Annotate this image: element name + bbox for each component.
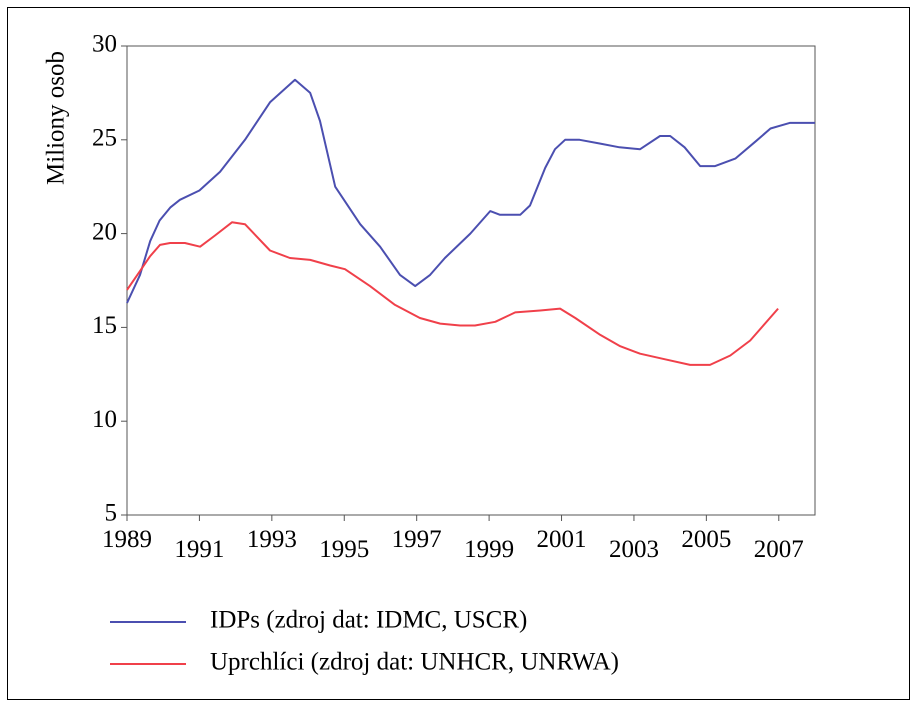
x-tick-label: 1991 bbox=[174, 536, 224, 563]
y-tick-label: 20 bbox=[92, 218, 117, 245]
plot-area bbox=[126, 45, 816, 516]
legend-label: IDPs (zdroj dat: IDMC, USCR) bbox=[210, 607, 527, 634]
y-tick-label: 5 bbox=[105, 500, 118, 527]
y-tick-label: 15 bbox=[92, 312, 117, 339]
x-tick-label: 1999 bbox=[464, 536, 514, 563]
x-tick-label: 2001 bbox=[537, 526, 587, 553]
series-line bbox=[126, 78, 815, 304]
frame bbox=[7, 7, 910, 700]
y-axis-label: Miliony osob bbox=[43, 51, 70, 185]
series-line bbox=[126, 221, 779, 366]
x-tick-label: 1995 bbox=[319, 536, 369, 563]
x-tick-label: 1993 bbox=[247, 526, 297, 553]
legend-label: Uprchlíci (zdroj dat: UNHCR, UNRWA) bbox=[210, 649, 619, 676]
y-tick-label: 30 bbox=[92, 31, 117, 58]
x-tick-label: 2005 bbox=[681, 526, 731, 553]
x-tick-label: 2003 bbox=[609, 536, 659, 563]
y-tick-label: 10 bbox=[92, 406, 117, 433]
x-tick-label: 2007 bbox=[754, 536, 804, 563]
x-tick-label: 1989 bbox=[102, 526, 152, 553]
x-tick-label: 1997 bbox=[392, 526, 442, 553]
y-tick-label: 25 bbox=[92, 125, 117, 152]
